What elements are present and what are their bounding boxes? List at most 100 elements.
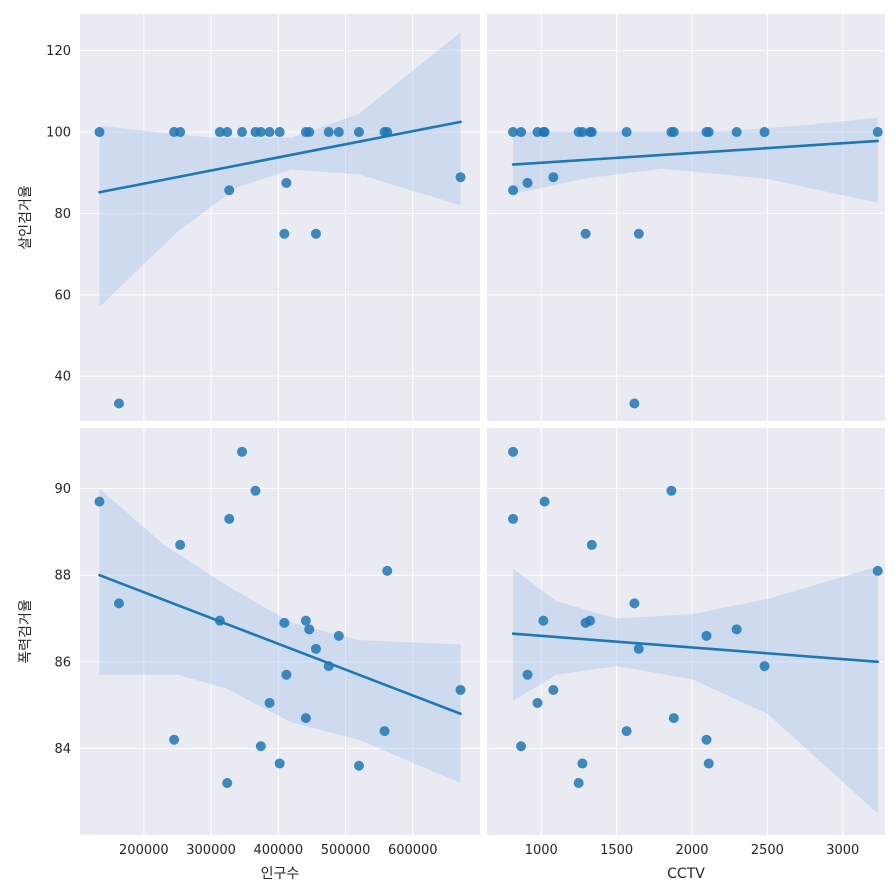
- panel-0-1-point: [516, 127, 527, 138]
- panel-0-1-point: [539, 127, 550, 138]
- panel-1-0-point: [94, 496, 105, 507]
- panel-0-1-point: [633, 228, 644, 239]
- panel-1-0-xtick-label: 500000: [321, 843, 371, 858]
- panel-1-1-xtick-label: 1000: [525, 843, 558, 858]
- panel-1-0-xtick-label: 200000: [119, 843, 169, 858]
- panel-0-1-point: [629, 398, 640, 409]
- panel-1-0-point: [224, 513, 235, 524]
- panel-1-1-xtick-label: 1500: [600, 843, 633, 858]
- panel-0-0-confidence-band: [99, 32, 461, 308]
- panel-0-0-point: [279, 228, 290, 239]
- panel-0-0-point: [113, 398, 124, 409]
- panel-1-0-point: [255, 741, 266, 752]
- panel-0-1-point: [522, 177, 533, 188]
- panel-1-1-confidence-band: [513, 566, 878, 814]
- panel-0-1-regression-line: [511, 139, 880, 166]
- panel-0-1-background: [487, 14, 885, 421]
- panel-0-1-point: [586, 127, 597, 138]
- panel-1-1-point: [516, 741, 527, 752]
- panel-0-1-point: [731, 127, 742, 138]
- panel-0-0-ylabel: 살인검거율: [18, 185, 34, 250]
- panel-1-1-background: [487, 428, 885, 835]
- panel-1-0-point: [222, 778, 233, 789]
- panel-0-0-ytick-label: 60: [54, 288, 71, 303]
- panel-0-1-point: [759, 127, 770, 138]
- panel-0-1-point: [621, 127, 632, 138]
- panel-0-0-point: [353, 127, 364, 138]
- panel-0-0-background: [80, 14, 480, 421]
- panel-1-0-ytick-label: 88: [54, 569, 71, 584]
- panel-1-1-point: [548, 684, 559, 695]
- panel-1-0-ytick-label: 90: [54, 482, 71, 497]
- panel-1-1-regression-line: [511, 632, 880, 664]
- panel-0-0: 40 60 80 100 120 살인검거율: [18, 14, 480, 421]
- panel-1-1-point: [532, 697, 543, 708]
- panel-1-0-xtick-label: 600000: [388, 843, 438, 858]
- panel-1-1-xlabel: CCTV: [667, 866, 705, 882]
- panel-0-1-point: [872, 127, 883, 138]
- panel-1-0-xtick-label: 300000: [186, 843, 236, 858]
- panel-1-1-point: [759, 661, 770, 672]
- panel-1-0-point: [304, 624, 315, 635]
- panel-1-0-ytick-label: 86: [54, 655, 71, 670]
- panel-0-0-point: [175, 127, 186, 138]
- panel-0-1: [487, 14, 885, 421]
- panel-1-1-point: [573, 778, 584, 789]
- panel-1-0-ylabel: 폭력검거율: [18, 599, 34, 664]
- panel-1-1-point: [872, 565, 883, 576]
- panel-1-1: 1000 1500 2000 2500 3000 CCTV: [487, 428, 885, 882]
- panel-1-0-point: [279, 617, 290, 628]
- panel-0-0-point: [310, 228, 321, 239]
- panel-0-0-point: [455, 172, 466, 183]
- panel-1-1-point: [731, 624, 742, 635]
- panel-0-1-confidence-band: [513, 117, 878, 203]
- panel-1-0-point: [113, 598, 124, 609]
- panel-0-0-point: [323, 127, 334, 138]
- panel-1-1-point: [701, 630, 712, 641]
- panel-1-0-point: [379, 726, 390, 737]
- panel-1-1-point: [577, 758, 588, 769]
- panel-0-0-point: [304, 127, 315, 138]
- panel-0-0-point: [255, 127, 266, 138]
- panel-1-1-xtick-label: 2000: [675, 843, 708, 858]
- panel-1-1-point: [508, 513, 519, 524]
- panel-1-1-point: [666, 485, 677, 496]
- panel-1-0-point: [300, 713, 311, 724]
- panel-1-1-point: [508, 446, 519, 457]
- panel-0-0-point: [224, 185, 235, 196]
- panel-1-0-point: [382, 565, 393, 576]
- panel-1-0-point: [175, 539, 186, 550]
- panel-1-0-point: [353, 760, 364, 771]
- panel-0-1-point: [577, 127, 588, 138]
- panel-0-0-ytick-label: 120: [46, 44, 71, 59]
- panel-1-0-regression-line: [98, 573, 462, 716]
- panel-1-1-point: [621, 726, 632, 737]
- panel-1-1-xtick-label: 2500: [751, 843, 784, 858]
- panel-1-1-point: [701, 734, 712, 745]
- panel-1-0-point: [333, 630, 344, 641]
- panel-0-1-point: [580, 228, 591, 239]
- panel-0-0-point: [237, 127, 248, 138]
- panel-0-1-point: [668, 127, 679, 138]
- panel-1-0-point: [455, 684, 466, 695]
- panel-1-0-point: [237, 446, 248, 457]
- panel-1-1-point: [668, 713, 679, 724]
- panel-0-1-point: [508, 127, 519, 138]
- panel-1-1-xtick-label: 3000: [826, 843, 859, 858]
- panel-1-0-xtick-label: 400000: [253, 843, 303, 858]
- panel-1-1-point: [538, 615, 549, 626]
- panel-0-0-point: [333, 127, 344, 138]
- panel-0-1-point: [703, 127, 714, 138]
- panel-1-1-point: [522, 669, 533, 680]
- panel-1-0-point: [264, 697, 275, 708]
- panel-0-0-ytick-label: 40: [54, 370, 71, 385]
- panel-1-0-point: [310, 643, 321, 654]
- panel-1-0-point: [274, 758, 285, 769]
- panel-0-1-point: [508, 185, 519, 196]
- panel-1-1-point: [629, 598, 640, 609]
- panel-0-0-regression-line: [98, 120, 462, 194]
- panel-1-0-point: [281, 669, 292, 680]
- panel-1-0-xlabel: 인구수: [261, 866, 300, 882]
- panel-1-1-point: [703, 758, 714, 769]
